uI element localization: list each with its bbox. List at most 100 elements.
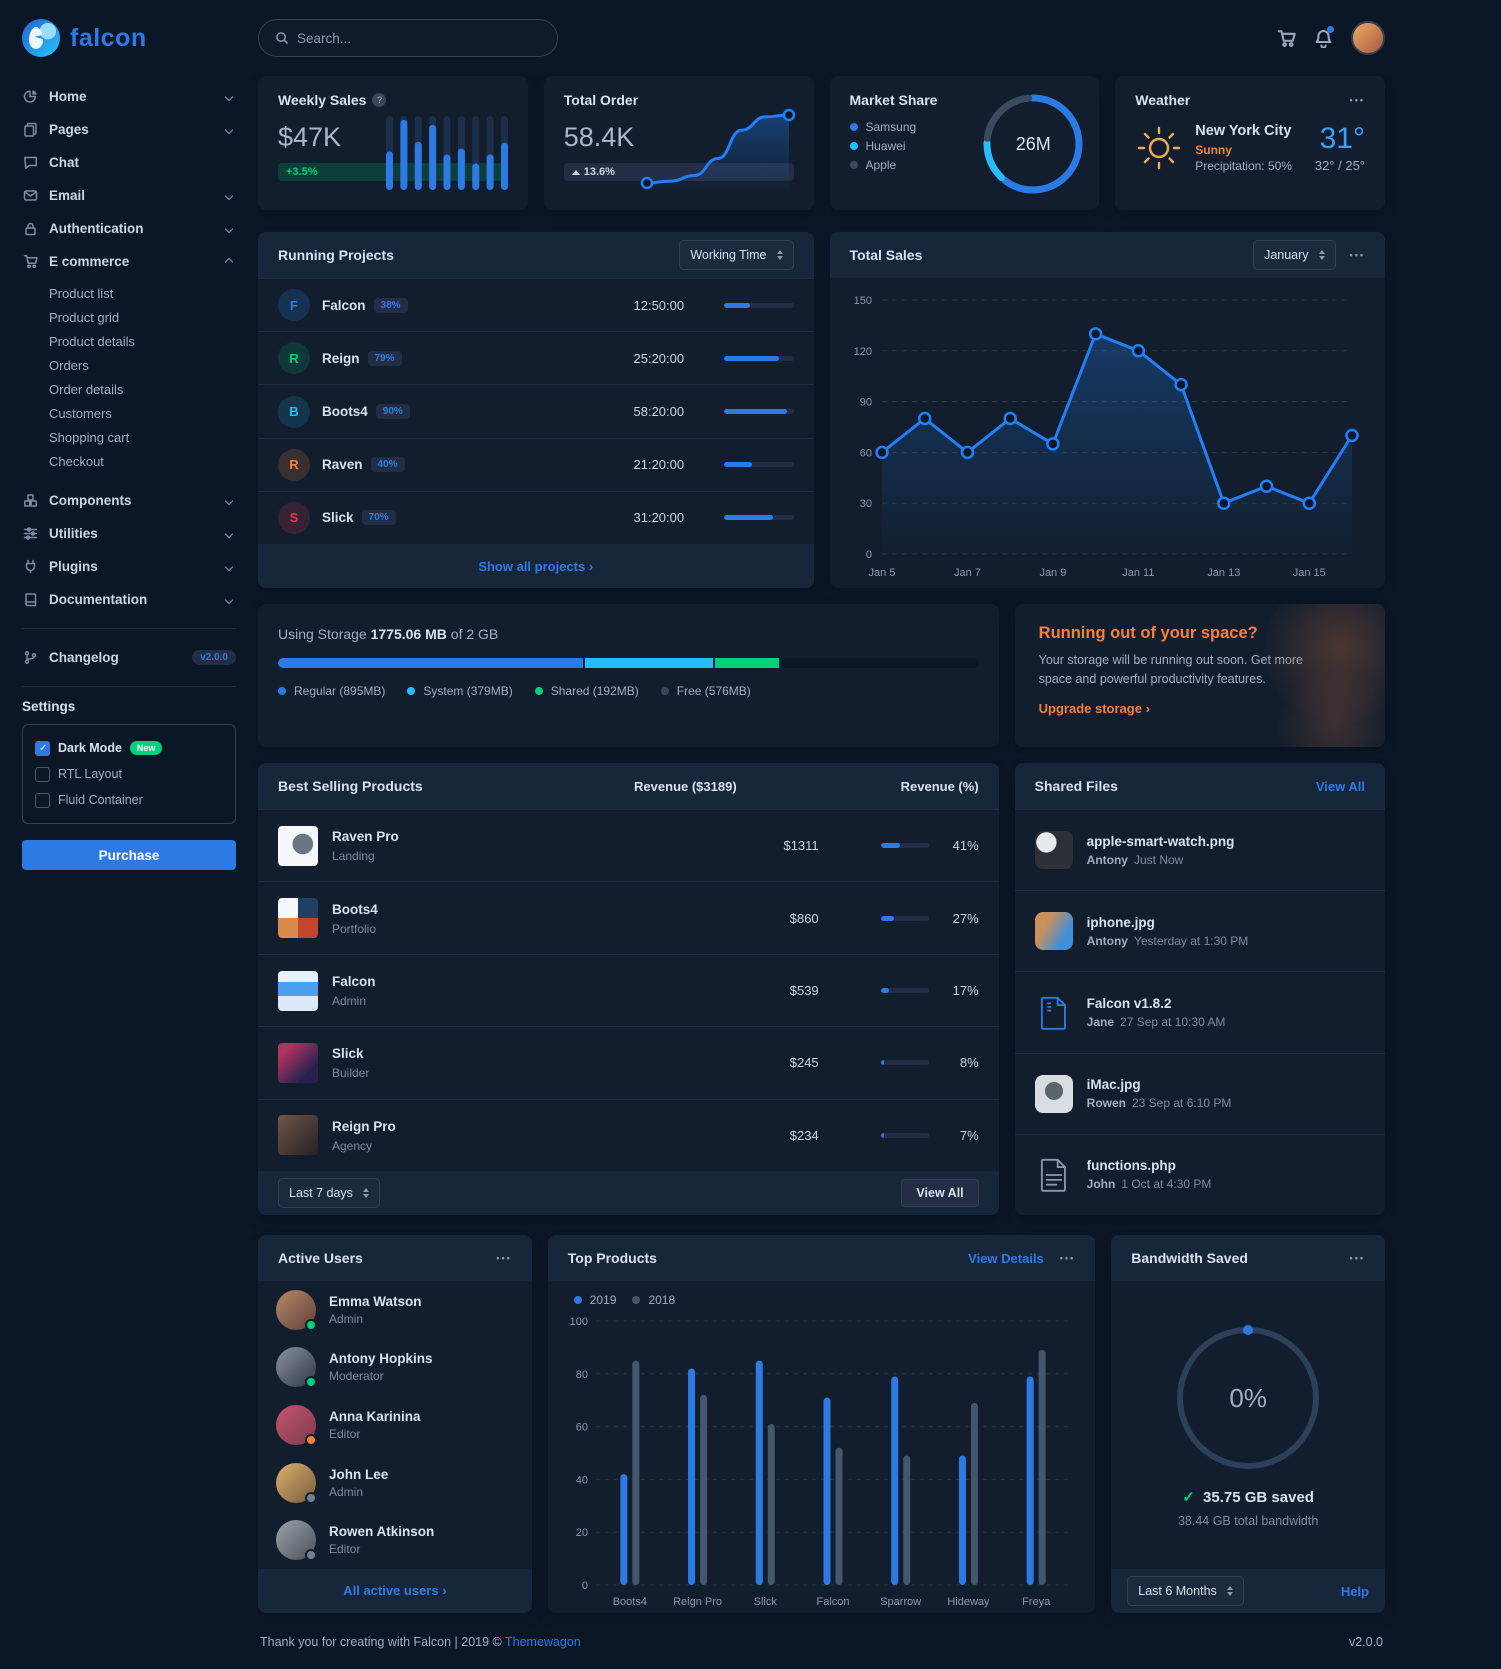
project-row[interactable]: R Raven 40% 21:20:00	[258, 437, 814, 491]
sidebar-item-pages[interactable]: Pages	[22, 113, 236, 146]
dark-mode-toggle[interactable]: Dark Mode New	[35, 735, 223, 761]
file-row[interactable]: iphone.jpg Antony Yesterday at 1:30 PM	[1014, 890, 1385, 971]
product-revenue: $1311	[783, 838, 819, 854]
more-menu-icon[interactable]	[1350, 1253, 1365, 1263]
project-row[interactable]: B Boots4 90% 58:20:00	[258, 384, 814, 437]
product-row[interactable]: Boots4 Portfolio $860 27%	[258, 881, 999, 953]
project-row[interactable]: S Slick 70% 31:20:00	[258, 490, 814, 544]
sidebar-item-utilities[interactable]: Utilities	[22, 517, 236, 550]
date-range-select[interactable]: Last 7 days	[278, 1178, 380, 1209]
project-row[interactable]: F Falcon 38% 12:50:00	[258, 278, 814, 331]
purchase-button[interactable]: Purchase	[22, 840, 236, 870]
show-all-projects-link[interactable]: Show all projects	[478, 559, 593, 574]
file-row[interactable]: apple-smart-watch.png Antony Just Now	[1014, 809, 1385, 890]
sidebar-item-checkout[interactable]: Checkout	[49, 454, 104, 469]
brand[interactable]: falcon	[22, 14, 236, 62]
view-details-link[interactable]: View Details	[968, 1250, 1044, 1266]
more-menu-icon[interactable]	[1060, 1253, 1075, 1263]
sidebar-item-customers[interactable]: Customers	[49, 406, 112, 421]
storage-progress-bar	[278, 658, 979, 668]
file-row[interactable]: Falcon v1.8.2 Jane 27 Sep at 10:30 AM	[1014, 971, 1385, 1052]
bell-icon[interactable]	[1314, 25, 1334, 48]
month-select[interactable]: January	[1253, 240, 1336, 270]
project-avatar: R	[278, 342, 310, 375]
checkbox-icon[interactable]	[35, 766, 50, 782]
checkbox-checked-icon[interactable]	[35, 740, 50, 756]
project-percent-badge: 79%	[367, 350, 402, 366]
sidebar-item-components[interactable]: Components	[22, 484, 236, 517]
product-thumbnail	[278, 1115, 318, 1156]
sidebar-item-product-details[interactable]: Product details	[49, 334, 135, 349]
legend-label: Free (576MB)	[676, 684, 751, 698]
cart-icon[interactable]	[1277, 29, 1296, 48]
sidebar-item-changelog[interactable]: Changelog v2.0.0	[22, 641, 236, 674]
product-row[interactable]: Slick Builder $245 8%	[258, 1026, 999, 1098]
product-row[interactable]: Falcon Admin $539 17%	[258, 953, 999, 1026]
help-link[interactable]: Help	[1340, 1583, 1369, 1599]
weekly-sales-card: Weekly Sales $47K +3.5%	[258, 76, 528, 210]
sidebar-item-documentation[interactable]: Documentation	[22, 583, 236, 616]
fluid-container-toggle[interactable]: Fluid Container	[35, 787, 223, 813]
user-row[interactable]: Emma Watson Admin	[258, 1281, 532, 1339]
search-box[interactable]	[258, 19, 558, 57]
sidebar-item-shopping-cart[interactable]: Shopping cart	[49, 430, 130, 445]
sidebar-item-email[interactable]: Email	[22, 179, 236, 212]
all-active-users-link[interactable]: All active users	[343, 1583, 446, 1598]
sidebar-item-order-details[interactable]: Order details	[49, 382, 124, 397]
product-row[interactable]: Raven Pro Landing $1311 41%	[258, 809, 999, 881]
svg-text:Jan 7: Jan 7	[953, 567, 980, 579]
sidebar-item-label: Plugins	[49, 559, 98, 574]
product-percent: 27%	[952, 910, 979, 926]
themewagon-link[interactable]: Themewagon	[505, 1635, 581, 1649]
user-row[interactable]: Rowen Atkinson Editor	[258, 1511, 532, 1569]
sidebar-item-product-list[interactable]: Product list	[49, 286, 114, 301]
search-input[interactable]	[297, 30, 527, 46]
more-menu-icon[interactable]	[496, 1253, 511, 1263]
legend-item: System (379MB)	[407, 684, 513, 698]
more-menu-icon[interactable]	[1350, 95, 1365, 105]
total-order-chart	[638, 106, 798, 192]
upgrade-storage-link[interactable]: Upgrade storage	[1039, 701, 1150, 716]
file-row[interactable]: functions.php John 1 Oct at 4:30 PM	[1014, 1133, 1385, 1215]
user-row[interactable]: John Lee Admin	[258, 1454, 532, 1512]
help-icon[interactable]	[372, 93, 387, 107]
sidebar-item-chat[interactable]: Chat	[22, 146, 236, 179]
product-name: Raven Pro	[332, 829, 399, 845]
legend-label: System (379MB)	[423, 684, 513, 698]
view-all-link[interactable]: View All	[1315, 778, 1365, 794]
legend-label: Regular (895MB)	[294, 684, 386, 698]
file-row[interactable]: iMac.jpg Rowen 23 Sep at 6:10 PM	[1014, 1052, 1385, 1134]
bandwidth-donut: 0%	[1172, 1322, 1324, 1474]
card-title: Weather	[1135, 92, 1191, 108]
svg-text:0: 0	[865, 549, 871, 561]
sidebar-item-orders[interactable]: Orders	[49, 358, 89, 373]
user-row[interactable]: Antony Hopkins Moderator	[258, 1339, 532, 1397]
user-avatar[interactable]	[1351, 21, 1385, 55]
product-row[interactable]: Reign Pro Agency $234 7%	[258, 1098, 999, 1171]
sidebar-item-plugins[interactable]: Plugins	[22, 550, 236, 583]
revenue-progress-bar	[880, 843, 929, 849]
rtl-layout-toggle[interactable]: RTL Layout	[35, 761, 223, 787]
project-row[interactable]: R Reign 79% 25:20:00	[258, 331, 814, 384]
working-time-select[interactable]: Working Time	[679, 240, 794, 270]
sun-icon	[1138, 126, 1181, 169]
months-select[interactable]: Last 6 Months	[1127, 1576, 1244, 1606]
sidebar-item-ecommerce[interactable]: E commerce	[22, 245, 236, 278]
checkbox-icon[interactable]	[35, 792, 50, 808]
footer-version: v2.0.0	[1348, 1635, 1383, 1649]
card-title: Top Products	[567, 1250, 657, 1266]
svg-text:80: 80	[576, 1369, 588, 1381]
sidebar-item-authentication[interactable]: Authentication	[22, 212, 236, 245]
bandwidth-saved-value: 35.75 GB saved	[1203, 1489, 1314, 1506]
more-menu-icon[interactable]	[1350, 250, 1365, 260]
user-row[interactable]: Anna Karinina Editor	[258, 1396, 532, 1454]
view-all-button[interactable]: View All	[901, 1179, 979, 1208]
project-avatar: S	[278, 501, 310, 534]
chevron-down-icon	[224, 595, 234, 604]
file-name: functions.php	[1086, 1158, 1176, 1174]
card-title: Running Projects	[278, 247, 394, 263]
sidebar-item-home[interactable]: Home	[22, 80, 236, 113]
sidebar-item-product-grid[interactable]: Product grid	[49, 310, 120, 325]
product-name: Slick	[332, 1046, 364, 1062]
